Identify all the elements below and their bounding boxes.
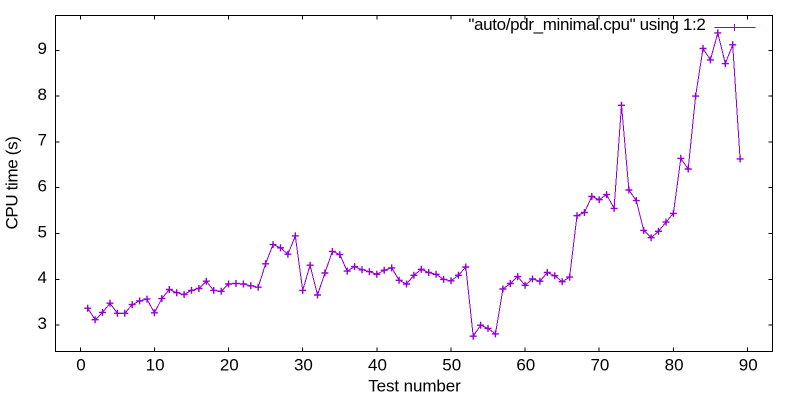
svg-text:10: 10 <box>146 356 165 375</box>
svg-text:80: 80 <box>665 356 684 375</box>
svg-text:3: 3 <box>38 314 47 333</box>
svg-text:"auto/pdr_minimal.cpu" using 1: "auto/pdr_minimal.cpu" using 1:2 <box>468 15 705 34</box>
svg-text:60: 60 <box>516 356 535 375</box>
svg-text:0: 0 <box>76 356 85 375</box>
svg-text:CPU time (s): CPU time (s) <box>3 136 22 229</box>
svg-text:40: 40 <box>368 356 387 375</box>
svg-text:Test number: Test number <box>368 376 461 395</box>
svg-text:70: 70 <box>590 356 609 375</box>
svg-text:50: 50 <box>442 356 461 375</box>
svg-text:7: 7 <box>38 131 47 150</box>
svg-text:9: 9 <box>38 39 47 58</box>
svg-text:6: 6 <box>38 177 47 196</box>
svg-text:90: 90 <box>739 356 758 375</box>
svg-text:4: 4 <box>38 268 47 287</box>
svg-text:20: 20 <box>220 356 239 375</box>
svg-text:30: 30 <box>294 356 313 375</box>
svg-text:5: 5 <box>38 222 47 241</box>
svg-text:8: 8 <box>38 85 47 104</box>
